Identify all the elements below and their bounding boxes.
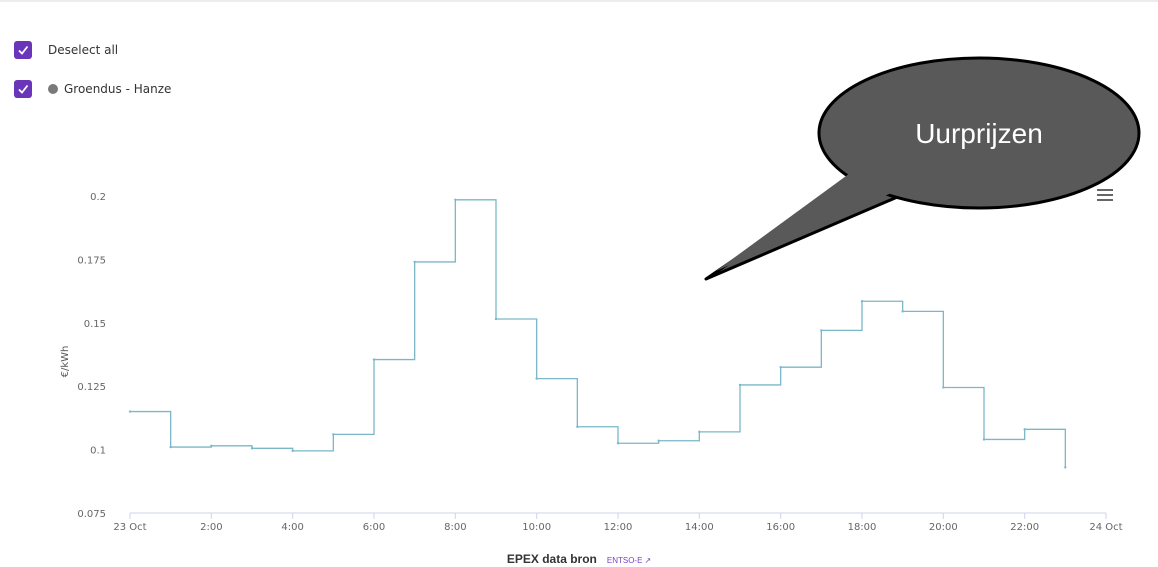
data-point xyxy=(616,442,620,445)
deselect-all-checkbox[interactable] xyxy=(14,41,32,59)
hamburger-menu-icon[interactable] xyxy=(1097,189,1113,203)
price-chart: 0.075 0.1 0.125 0.15 0.175 0.2 €/kWh 23 Oct 2:… xyxy=(60,56,1141,533)
data-point xyxy=(169,445,172,449)
series-label: Groendus - Hanze xyxy=(64,82,172,96)
x-tick-label: 24 Oct xyxy=(1089,522,1122,533)
x-tick-label: 14:00 xyxy=(685,522,714,533)
callout-annotation: Uurprijzen xyxy=(704,56,1141,281)
data-point xyxy=(413,260,416,264)
x-tick-label: 22:00 xyxy=(1010,522,1039,533)
x-tick-label: 10:00 xyxy=(522,522,551,533)
series-checkbox[interactable] xyxy=(14,80,32,98)
data-point xyxy=(332,433,335,436)
data-point xyxy=(657,439,660,442)
top-divider xyxy=(0,0,1158,2)
data-point xyxy=(535,377,538,380)
data-point xyxy=(576,425,579,428)
entsoe-link[interactable]: ENTSO-E xyxy=(606,556,643,565)
y-tick-label: 0.2 xyxy=(90,192,106,203)
y-tick-label: 0.175 xyxy=(77,255,106,266)
data-point xyxy=(128,410,132,413)
x-tick-label: 18:00 xyxy=(848,522,877,533)
x-tick-label: 16:00 xyxy=(766,522,795,533)
data-source-footer: EPEX data bron ENTSO-E ↗ xyxy=(0,552,1158,566)
x-tick-label: 8:00 xyxy=(444,522,466,533)
external-link-icon: ↗ xyxy=(644,556,652,565)
series-legend-entry[interactable]: Groendus - Hanze xyxy=(48,82,171,96)
data-point xyxy=(860,300,864,303)
data-point xyxy=(698,430,701,434)
price-step-line xyxy=(130,199,1066,468)
series-plot xyxy=(128,198,1067,469)
x-tick-label: 2:00 xyxy=(200,522,222,533)
checkmark-icon xyxy=(18,45,29,55)
series-color-dot-icon xyxy=(48,84,58,94)
data-point xyxy=(250,447,254,450)
y-axis: 0.075 0.1 0.125 0.15 0.175 0.2 xyxy=(77,192,106,520)
data-point xyxy=(1064,466,1067,469)
callout-text: Uurprijzen xyxy=(915,118,1043,149)
data-point xyxy=(982,438,986,441)
x-tick-label: 6:00 xyxy=(363,522,385,533)
y-tick-label: 0.125 xyxy=(77,382,106,393)
x-axis: 23 Oct 2:00 4:00 6:00 8:00 10:00 12:00 14:00 16:… xyxy=(113,513,1123,533)
data-point xyxy=(820,329,823,332)
y-tick-label: 0.15 xyxy=(84,319,106,330)
x-tick-label: 23 Oct xyxy=(113,522,146,533)
data-source-label: EPEX data bron xyxy=(506,552,597,566)
data-point xyxy=(454,198,457,202)
y-tick-label: 0.075 xyxy=(77,509,106,520)
data-point xyxy=(779,365,782,369)
series-toggle-row[interactable]: Groendus - Hanze xyxy=(14,80,171,98)
data-point xyxy=(291,449,294,453)
data-point xyxy=(372,358,376,361)
data-point xyxy=(210,444,213,447)
data-point xyxy=(1023,428,1026,431)
deselect-all-label: Deselect all xyxy=(48,43,119,57)
data-point xyxy=(738,383,742,387)
x-tick-label: 4:00 xyxy=(281,522,303,533)
x-tick-label: 12:00 xyxy=(604,522,633,533)
x-tick-label: 20:00 xyxy=(929,522,958,533)
y-axis-title: €/kWh xyxy=(60,346,71,378)
checkmark-icon xyxy=(18,84,29,94)
y-tick-label: 0.1 xyxy=(90,446,106,457)
data-point xyxy=(901,310,904,313)
data-point xyxy=(494,317,498,321)
deselect-all-row[interactable]: Deselect all xyxy=(14,41,118,59)
data-point xyxy=(942,386,945,389)
